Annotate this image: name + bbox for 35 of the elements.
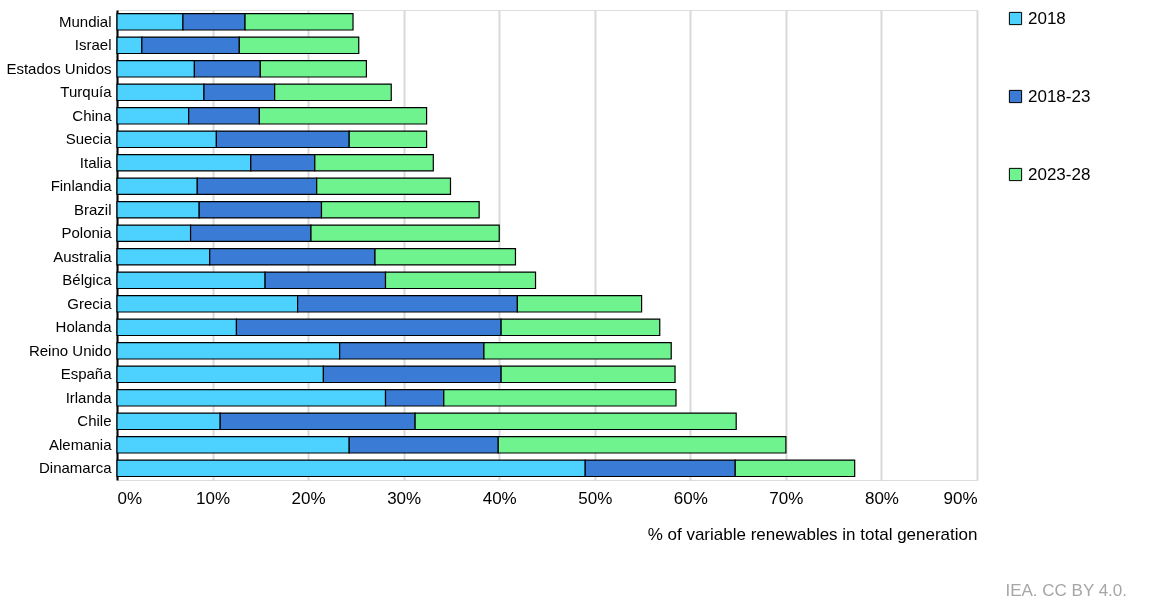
y-tick-label: Grecia [67, 294, 113, 312]
text: IEA. CC BY 4.0. [1005, 581, 1127, 600]
y-tick-label: Dinamarca [38, 459, 113, 477]
x-tick-label: 80% [864, 488, 899, 508]
y-tick-label: China [72, 106, 113, 124]
x-axis-title: % of variable renewables in total generation [647, 524, 978, 544]
y-tick-label: Finlandia [50, 177, 113, 195]
x-tick-label: 50% [578, 488, 613, 508]
y-tick-label: Reino Unido [28, 341, 112, 359]
y-tick-label: Chile [77, 412, 112, 430]
y-tick-label: Italia [79, 153, 113, 171]
y-tick-label: Holanda [55, 318, 113, 336]
y-tick-label: Estados Unidos [6, 59, 112, 77]
y-tick-label: Israel [74, 36, 112, 54]
legend-label: 2023-28 [1028, 164, 1091, 184]
x-tick-label: 70% [769, 488, 804, 508]
x-tick-label: 0% [117, 488, 143, 508]
x-tick-label: 40% [482, 488, 517, 508]
y-tick-label: Suecia [65, 130, 113, 148]
y-tick-label: Irlanda [65, 388, 113, 406]
y-tick-label: Alemania [48, 435, 113, 453]
x-tick-label: 20% [291, 488, 326, 508]
y-tick-label: Polonia [61, 224, 113, 242]
y-tick-label: España [60, 365, 113, 383]
x-tick-label: 60% [673, 488, 708, 508]
legend-label: 2018-23 [1028, 86, 1091, 106]
y-tick-label: Mundial [58, 12, 112, 30]
x-tick-label: 30% [387, 488, 422, 508]
y-tick-label: Brazil [73, 200, 112, 218]
x-tick-label: 90% [943, 488, 978, 508]
y-tick-label: Australia [53, 247, 113, 265]
y-tick-label: Turquía [60, 83, 113, 101]
y-tick-label: Bélgica [62, 271, 113, 289]
x-tick-label: 10% [196, 488, 231, 508]
legend-label: 2018 [1028, 8, 1066, 28]
